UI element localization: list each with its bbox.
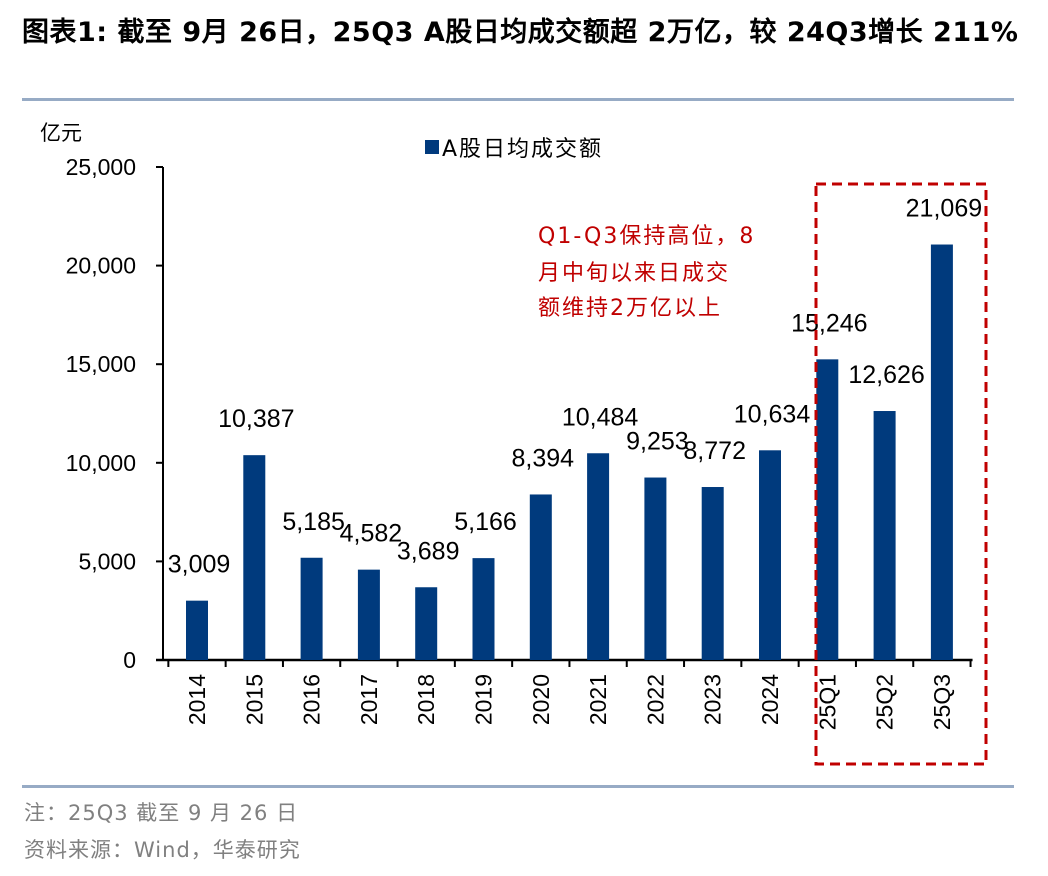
bar (472, 558, 495, 660)
data-label: 21,069 (906, 195, 982, 223)
bar (701, 487, 724, 660)
x-tick-label: 2024 (757, 674, 783, 725)
annotation-line-1: Q1-Q3保持高位，8 (538, 224, 755, 249)
data-label: 10,484 (562, 403, 639, 431)
title-divider (22, 98, 1014, 101)
data-label: 8,772 (683, 437, 746, 465)
bar (873, 411, 896, 660)
x-axis: 2014 2015 2016 2017 2018 2019 2020 2021 2022 2023… (156, 658, 973, 730)
bar (186, 600, 208, 660)
annotation-line-3: 额维持2万亿以上 (538, 296, 722, 321)
y-axis-unit-label: 亿元 (40, 121, 82, 145)
bar (759, 450, 781, 660)
bar (357, 569, 380, 660)
data-label: 10,634 (734, 400, 811, 428)
x-tick-label: 2017 (356, 674, 382, 725)
bar (415, 587, 438, 660)
data-label: 5,166 (454, 508, 517, 536)
data-label: 5,185 (282, 508, 345, 536)
x-tick-label: 2019 (471, 674, 497, 725)
y-axis: 0 5,000 10,000 15,000 20,000 25,000 (66, 154, 164, 673)
legend: A股日均成交额 (425, 137, 603, 162)
x-tick-label: 2015 (241, 674, 267, 725)
chart-title: 图表1: 截至 9月 26日，25Q3 A股日均成交额超 2万亿，较 24Q3增… (22, 17, 1019, 48)
bar (816, 359, 839, 660)
source-note: 资料来源：Wind，华泰研究 (24, 838, 301, 862)
y-tick-label: 10,000 (66, 450, 136, 476)
y-tick-label: 25,000 (66, 154, 136, 180)
x-tick-label: 25Q1 (814, 674, 840, 730)
bar (587, 453, 610, 660)
data-label: 12,626 (848, 361, 924, 389)
y-tick-label: 5,000 (78, 548, 136, 574)
x-tick-label: 25Q3 (929, 674, 955, 730)
data-label: 10,387 (218, 405, 294, 433)
data-label: 9,253 (626, 428, 689, 456)
x-tick-label: 2014 (184, 674, 210, 725)
annotation: Q1-Q3保持高位，8 月中旬以来日成交 额维持2万亿以上 (538, 224, 755, 321)
bar (529, 494, 552, 660)
x-tick-label: 2022 (642, 674, 668, 725)
y-tick-label: 15,000 (66, 351, 136, 377)
legend-label: A股日均成交额 (442, 137, 603, 162)
legend-swatch (425, 140, 439, 154)
data-label: 8,394 (512, 444, 575, 472)
data-label: 3,009 (168, 551, 231, 579)
data-label: 4,582 (340, 520, 403, 548)
footer-divider (22, 785, 1014, 788)
x-tick-label: 2021 (585, 674, 611, 725)
bar (300, 557, 323, 660)
bar (930, 244, 953, 660)
annotation-line-2: 月中旬以来日成交 (538, 261, 730, 286)
bar (243, 455, 266, 660)
x-tick-label: 25Q2 (872, 674, 898, 730)
y-tick-label: 0 (123, 647, 136, 673)
bar (644, 477, 667, 660)
x-tick-label: 2018 (413, 674, 439, 725)
data-label: 15,246 (791, 309, 867, 337)
x-tick-label: 2023 (700, 674, 726, 725)
footnote: 注：25Q3 截至 9 月 26 日 (24, 801, 299, 825)
data-label: 3,689 (397, 537, 460, 565)
highlight-box (814, 182, 988, 766)
y-tick-label: 20,000 (66, 253, 136, 279)
x-tick-label: 2020 (528, 674, 554, 725)
x-tick-label: 2016 (299, 674, 325, 725)
bars (186, 244, 953, 660)
